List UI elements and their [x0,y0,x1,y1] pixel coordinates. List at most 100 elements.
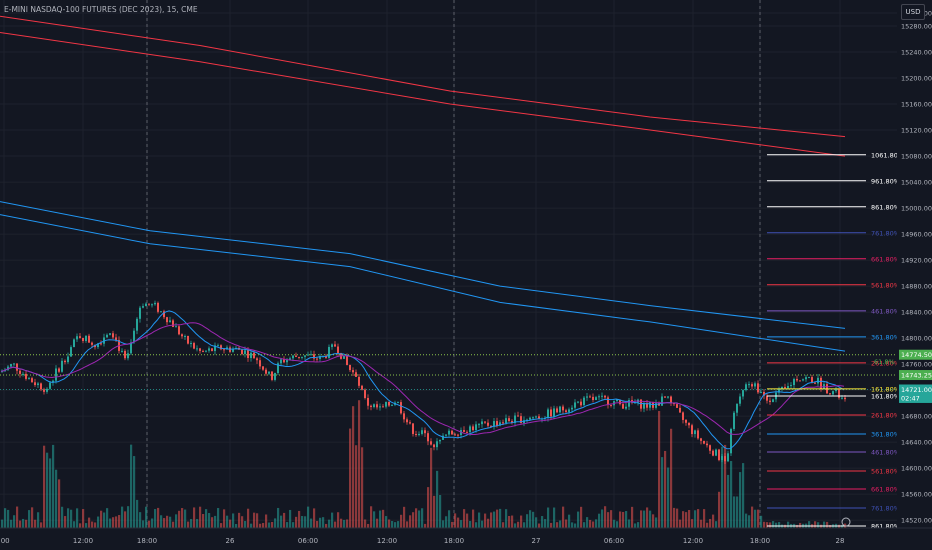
volume-bar [715,521,718,528]
volume-bar [460,520,463,528]
volume-bar [187,521,190,528]
volume-bar [508,515,511,528]
candle-body [115,337,117,340]
candle-body [778,388,780,393]
volume-bar [256,513,259,528]
volume-bar [766,522,769,528]
volume-bar [826,521,829,528]
candle-body [421,430,423,434]
candle-body [841,397,843,399]
candle-body [808,377,810,379]
volume-bar [265,514,268,528]
volume-bar [130,444,133,528]
volume-bar [733,496,736,528]
volume-bar [403,506,406,528]
candle-body [784,386,786,389]
candle-body [616,399,618,402]
volume-bar [778,522,781,528]
volume-bar [754,509,757,528]
candle-body [538,416,540,419]
volume-bar [106,508,109,528]
candle-body [145,303,147,307]
volume-bar [487,518,490,528]
volume-bar [625,511,628,528]
volume-bar [64,516,67,528]
y-tick-label: 15200.00 [901,75,932,83]
volume-bar [52,444,55,528]
currency-button[interactable]: USD [901,4,925,20]
volume-bar [367,523,370,528]
fib-level-label: 461.80% [871,307,900,315]
y-tick-label: 14640.00 [901,439,932,447]
candle-body [694,430,696,435]
candle-body [307,354,309,356]
candle-body [232,348,234,352]
candle-body [271,371,273,380]
candle-body [817,377,819,384]
volume-bar [391,520,394,528]
volume-bar [538,523,541,528]
candle-body [403,413,405,420]
volume-bar [586,517,589,528]
y-tick-label: 14520.00 [901,517,932,525]
volume-bar [70,509,73,528]
clock-icon [841,517,851,527]
volume-bar [100,510,103,528]
volume-bar [400,514,403,528]
volume-bar [709,518,712,528]
y-tick-label: 14840.00 [901,309,932,317]
y-tick-label: 14560.00 [901,491,932,499]
candle-body [70,347,72,357]
volume-bar [319,517,322,528]
candle-body [316,358,318,360]
volume-bar [349,428,352,528]
candle-body [610,404,612,406]
volume-bar [718,491,721,528]
volume-bar [58,479,61,528]
candle-body [595,397,597,401]
candle-body [697,430,699,439]
x-tick-label: 28 [836,537,845,545]
candle-body [709,445,711,451]
volume-bar [220,523,223,528]
volume-bar [559,520,562,528]
volume-bar [124,511,127,528]
candle-body [121,350,123,352]
volume-bar [361,447,364,528]
volume-bar [346,519,349,528]
volume-bar [619,511,622,528]
y-tick-label: 14880.00 [901,283,932,291]
volume-bar [112,517,115,528]
volume-bar [250,523,253,528]
volume-bar [172,521,175,528]
candle-body [19,370,21,374]
candle-body [247,350,249,358]
fib-level-label: 361.80% [871,431,900,439]
candle-body [85,335,87,341]
volume-bar [298,510,301,528]
volume-bar [502,522,505,528]
volume-bar [637,522,640,528]
candle-body [217,345,219,347]
volume-bar [544,519,547,528]
candle-body [664,396,666,398]
candle-body [229,347,231,352]
candle-body [622,404,624,409]
volume-bar [655,517,658,528]
x-tick-label: 18:00 [444,537,464,545]
volume-bar [211,517,214,528]
candle-body [760,392,762,394]
candle-body [433,444,435,448]
candle-body [667,396,669,398]
volume-bar [199,506,202,528]
candle-body [163,311,165,318]
candle-body [298,356,300,358]
candle-body [745,384,747,391]
volume-bar [328,519,331,528]
candle-body [814,382,816,384]
candle-body [796,378,798,381]
candle-body [586,396,588,398]
candle-body [253,352,255,359]
